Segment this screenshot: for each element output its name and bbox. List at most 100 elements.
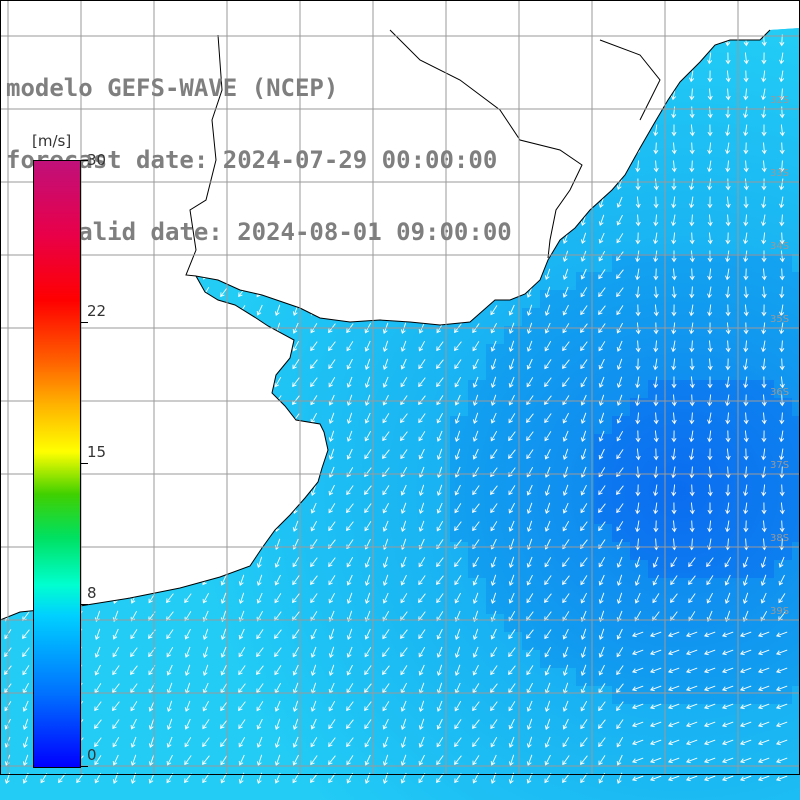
title-valid-date: valid date: 2024-08-01 09:00:00: [6, 218, 512, 246]
wind-arrow: [400, 718, 407, 731]
wind-arrow: [562, 773, 570, 783]
wind-arrow: [671, 232, 677, 245]
wind-arrow: [653, 196, 659, 209]
wind-arrow: [310, 718, 317, 730]
wind-arrow: [490, 430, 498, 442]
wind-arrow: [310, 341, 318, 352]
wind-arrow: [130, 647, 138, 658]
wind-arrow: [685, 721, 698, 728]
wind-arrow: [743, 448, 749, 461]
wind-arrow: [310, 484, 317, 497]
wind-arrow: [364, 628, 371, 640]
wind-arrow: [508, 718, 515, 730]
wind-arrow: [580, 287, 588, 298]
wind-arrow: [508, 413, 516, 424]
wind-arrow: [184, 718, 191, 730]
wind-arrow: [635, 340, 641, 353]
wind-arrow: [616, 449, 624, 460]
wind-arrow: [490, 628, 497, 640]
wind-arrow: [256, 701, 264, 712]
wind-arrow: [779, 214, 785, 227]
wind-arrow: [685, 739, 698, 746]
wind-arrow: [454, 376, 462, 388]
wind-arrow: [742, 592, 749, 604]
colorbar-tick: [80, 321, 88, 323]
wind-arrow: [649, 685, 662, 692]
wind-arrow: [580, 376, 588, 388]
wind-arrow: [508, 574, 515, 587]
wind-arrow: [472, 430, 479, 442]
wind-arrow: [761, 412, 767, 425]
wind-arrow: [652, 556, 659, 568]
wind-arrow: [400, 574, 407, 586]
wind-arrow: [454, 430, 461, 442]
wind-arrow: [184, 773, 192, 784]
wind-arrow: [382, 665, 390, 675]
wind-arrow: [454, 521, 462, 532]
wind-arrow: [775, 685, 788, 692]
wind-arrow: [184, 628, 191, 640]
wind-arrow: [418, 484, 425, 496]
wind-arrow: [689, 214, 695, 227]
wind-arrow: [526, 449, 534, 460]
wind-arrow: [418, 431, 426, 442]
wind-arrow: [635, 466, 641, 479]
wind-arrow: [310, 700, 317, 712]
latitude-label: 38S: [770, 533, 790, 544]
wind-arrow: [436, 575, 444, 585]
wind-arrow: [689, 358, 695, 371]
wind-arrow: [724, 574, 731, 586]
wind-arrow: [703, 775, 716, 782]
wind-arrow: [166, 736, 173, 748]
wind-arrow: [761, 88, 767, 101]
wind-arrow: [598, 376, 605, 388]
wind-arrow: [685, 757, 698, 764]
wind-arrow: [490, 647, 498, 658]
wind-arrow: [274, 718, 281, 731]
wind-arrow: [544, 646, 552, 658]
wind-arrow: [761, 358, 767, 371]
wind-arrow: [562, 341, 570, 352]
wind-arrow: [364, 719, 372, 730]
wind-arrow: [22, 665, 30, 676]
colorbar-unit: [m/s]: [32, 132, 72, 150]
wind-arrow: [292, 646, 300, 658]
wind-arrow: [671, 340, 677, 353]
wind-arrow: [256, 574, 263, 587]
wind-arrow: [292, 664, 299, 676]
wind-arrow: [707, 304, 713, 317]
wind-arrow: [598, 646, 605, 658]
wind-arrow: [22, 736, 29, 748]
wind-arrow: [761, 178, 767, 191]
wind-arrow: [598, 412, 605, 424]
wind-arrow: [743, 52, 749, 65]
wind-arrow: [653, 142, 659, 155]
wind-arrow: [671, 520, 677, 533]
title-block: modelo GEFS-WAVE (NCEP) forecast date: 2…: [6, 28, 512, 292]
wind-arrow: [220, 628, 227, 641]
wind-arrow: [779, 196, 785, 209]
wind-arrow: [472, 556, 480, 568]
wind-arrow: [238, 683, 246, 694]
wind-arrow: [653, 448, 659, 461]
wind-arrow: [725, 358, 731, 371]
wind-arrow: [653, 268, 659, 281]
wind-arrow: [418, 377, 426, 388]
wind-arrow: [743, 412, 749, 425]
wind-arrow: [274, 754, 281, 767]
wind-arrow: [703, 649, 716, 656]
wind-arrow: [310, 737, 318, 748]
wind-arrow: [454, 503, 462, 514]
wind-arrow: [562, 466, 569, 478]
wind-arrow: [725, 304, 731, 317]
wind-arrow: [508, 647, 516, 658]
wind-arrow: [364, 683, 372, 693]
wind-arrow: [778, 556, 785, 568]
wind-arrow: [328, 628, 335, 641]
wind-arrow: [616, 178, 623, 191]
wind-arrow: [166, 664, 173, 676]
wind-arrow: [743, 484, 749, 497]
wind-arrow: [346, 628, 353, 641]
wind-arrow: [616, 376, 623, 388]
wind-arrow: [238, 665, 246, 676]
